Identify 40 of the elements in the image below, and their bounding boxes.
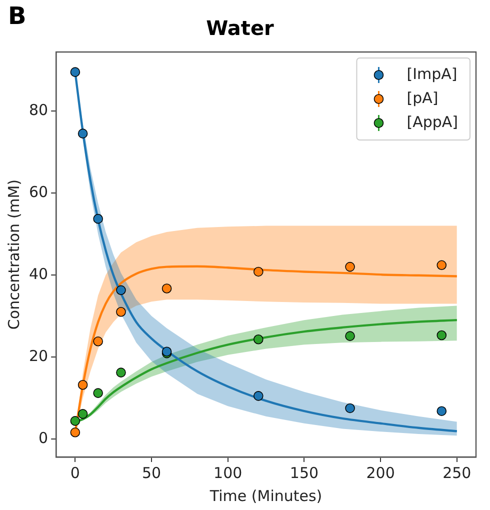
point xyxy=(254,334,264,344)
point xyxy=(93,214,103,224)
point xyxy=(93,336,103,346)
point xyxy=(254,391,264,401)
x-tick-label: 200 xyxy=(366,464,395,482)
point xyxy=(78,128,88,138)
y-tick-label: 0 xyxy=(38,428,48,447)
legend-label: [pA] xyxy=(406,88,438,107)
y-tick-label: 20 xyxy=(28,346,48,365)
point xyxy=(345,262,355,272)
legend-label: [ImpA] xyxy=(406,64,458,83)
point xyxy=(93,388,103,398)
x-tick-label: 100 xyxy=(214,464,242,482)
point xyxy=(70,67,80,77)
point xyxy=(78,409,88,419)
x-tick-label: 250 xyxy=(442,464,472,482)
x-tick-label: 150 xyxy=(290,464,319,482)
point xyxy=(116,285,126,296)
chart-title: Water xyxy=(206,16,274,40)
point xyxy=(436,330,447,340)
point xyxy=(78,380,88,390)
x-tick-label: 50 xyxy=(142,464,162,482)
point xyxy=(436,406,447,416)
x-tick-label: 0 xyxy=(70,464,80,482)
point xyxy=(70,428,80,438)
y-tick-label: 80 xyxy=(28,100,48,119)
point xyxy=(70,416,80,426)
legend-label: [AppA] xyxy=(406,112,458,131)
point xyxy=(116,368,126,378)
x-axis-title: Time (Minutes) xyxy=(208,486,322,505)
y-axis-title: Concentration (mM) xyxy=(4,179,23,330)
point xyxy=(436,260,447,270)
point xyxy=(345,403,355,414)
y-tick-label: 40 xyxy=(28,264,48,283)
point xyxy=(254,266,264,277)
y-tick-label: 60 xyxy=(28,182,48,201)
point xyxy=(345,331,355,341)
point xyxy=(116,306,126,317)
text: B xyxy=(8,2,26,30)
point xyxy=(162,284,172,294)
